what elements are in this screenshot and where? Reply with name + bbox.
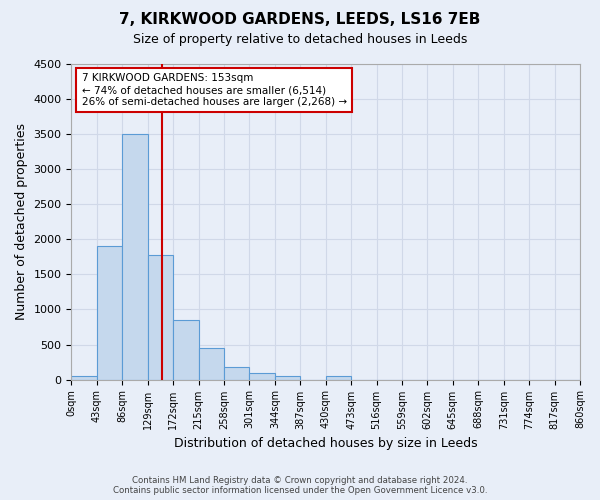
Bar — [224, 368, 250, 380]
Bar — [148, 254, 173, 380]
Y-axis label: Number of detached properties: Number of detached properties — [15, 124, 28, 320]
Bar — [97, 246, 122, 380]
Bar — [275, 376, 300, 380]
Text: 7, KIRKWOOD GARDENS, LEEDS, LS16 7EB: 7, KIRKWOOD GARDENS, LEEDS, LS16 7EB — [119, 12, 481, 28]
Bar — [71, 376, 97, 380]
Bar — [122, 134, 148, 380]
Text: Size of property relative to detached houses in Leeds: Size of property relative to detached ho… — [133, 32, 467, 46]
Bar — [326, 376, 351, 380]
Text: Contains HM Land Registry data © Crown copyright and database right 2024.
Contai: Contains HM Land Registry data © Crown c… — [113, 476, 487, 495]
Text: 7 KIRKWOOD GARDENS: 153sqm
← 74% of detached houses are smaller (6,514)
26% of s: 7 KIRKWOOD GARDENS: 153sqm ← 74% of deta… — [82, 74, 347, 106]
X-axis label: Distribution of detached houses by size in Leeds: Distribution of detached houses by size … — [174, 437, 478, 450]
Bar — [250, 374, 275, 380]
Bar — [173, 320, 199, 380]
Bar — [199, 348, 224, 380]
